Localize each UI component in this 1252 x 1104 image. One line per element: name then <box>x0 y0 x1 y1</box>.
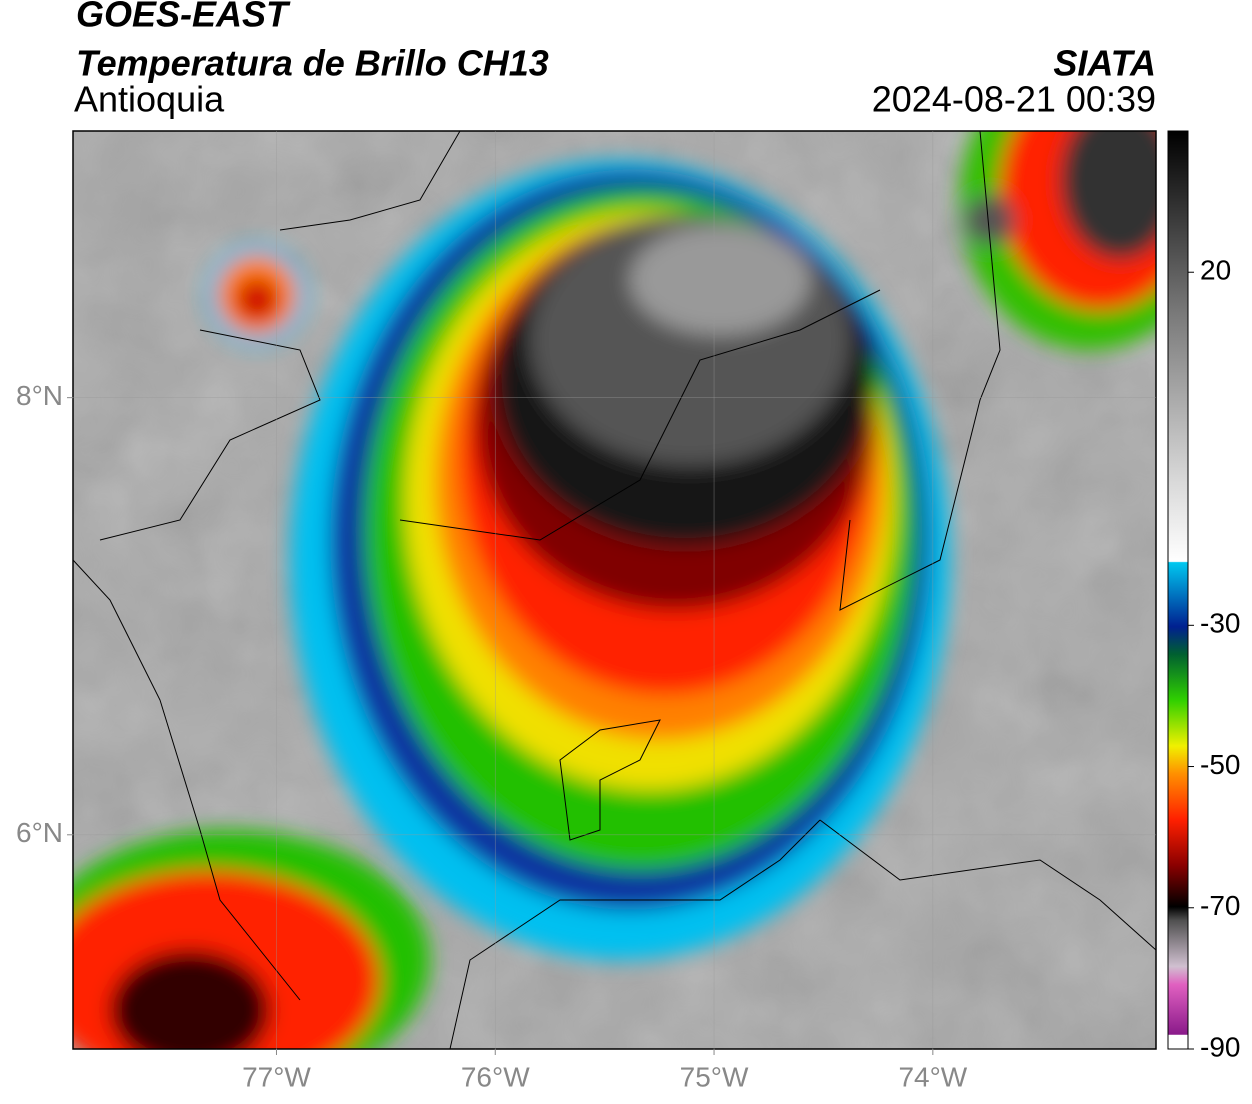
colorbar-tick-label: -30 <box>1200 608 1240 639</box>
colorbar-tick-label: -90 <box>1200 1031 1240 1062</box>
colorbar-tick-label: -70 <box>1200 890 1240 921</box>
x-tick-label: 75°W <box>680 1061 749 1092</box>
y-tick-label: 8°N <box>16 380 63 411</box>
map-frame <box>72 130 1157 1050</box>
subtitle: Temperatura de Brillo CH13 <box>76 43 549 84</box>
colorbar <box>1167 130 1189 1050</box>
x-tick-label: 76°W <box>461 1061 530 1092</box>
title: GOES-EAST <box>76 0 291 35</box>
source: SIATA <box>1053 43 1156 84</box>
satellite-image <box>73 131 1156 1049</box>
region: Antioquia <box>74 79 225 120</box>
x-tick-label: 77°W <box>242 1061 311 1092</box>
colorbar-tick-label: -50 <box>1200 749 1240 780</box>
y-tick-label: 6°N <box>16 817 63 848</box>
datetime: 2024-08-21 00:39 <box>872 79 1156 120</box>
x-tick-label: 74°W <box>898 1061 967 1092</box>
colorbar-tick-label: 20 <box>1200 255 1231 286</box>
